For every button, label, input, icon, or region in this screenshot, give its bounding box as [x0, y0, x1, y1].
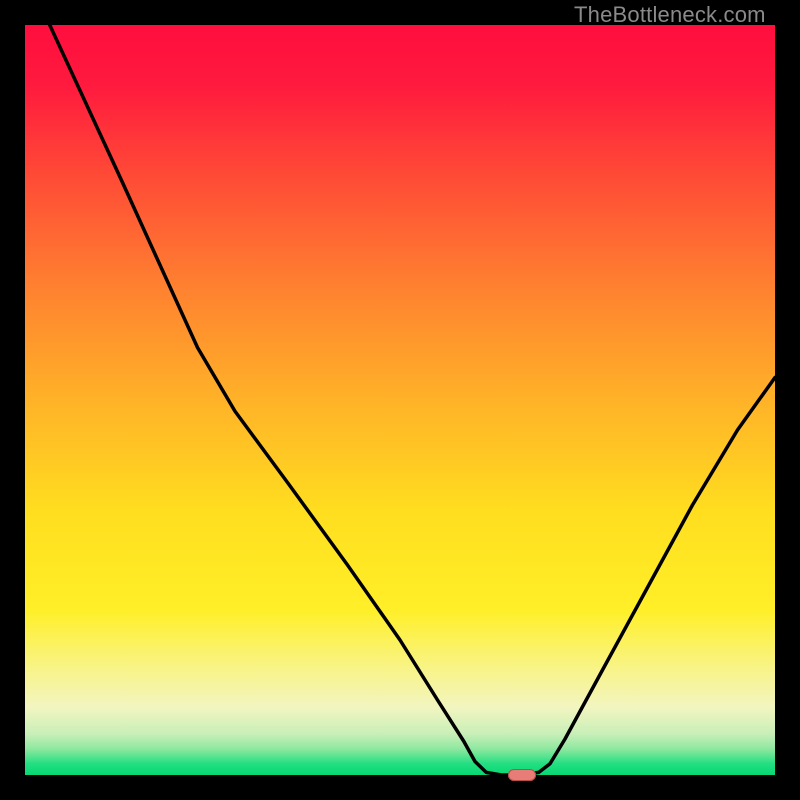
gradient-plot-area	[25, 25, 775, 775]
optimum-marker	[508, 769, 536, 781]
chart-canvas: TheBottleneck.com	[0, 0, 800, 800]
watermark-text: TheBottleneck.com	[574, 2, 766, 28]
